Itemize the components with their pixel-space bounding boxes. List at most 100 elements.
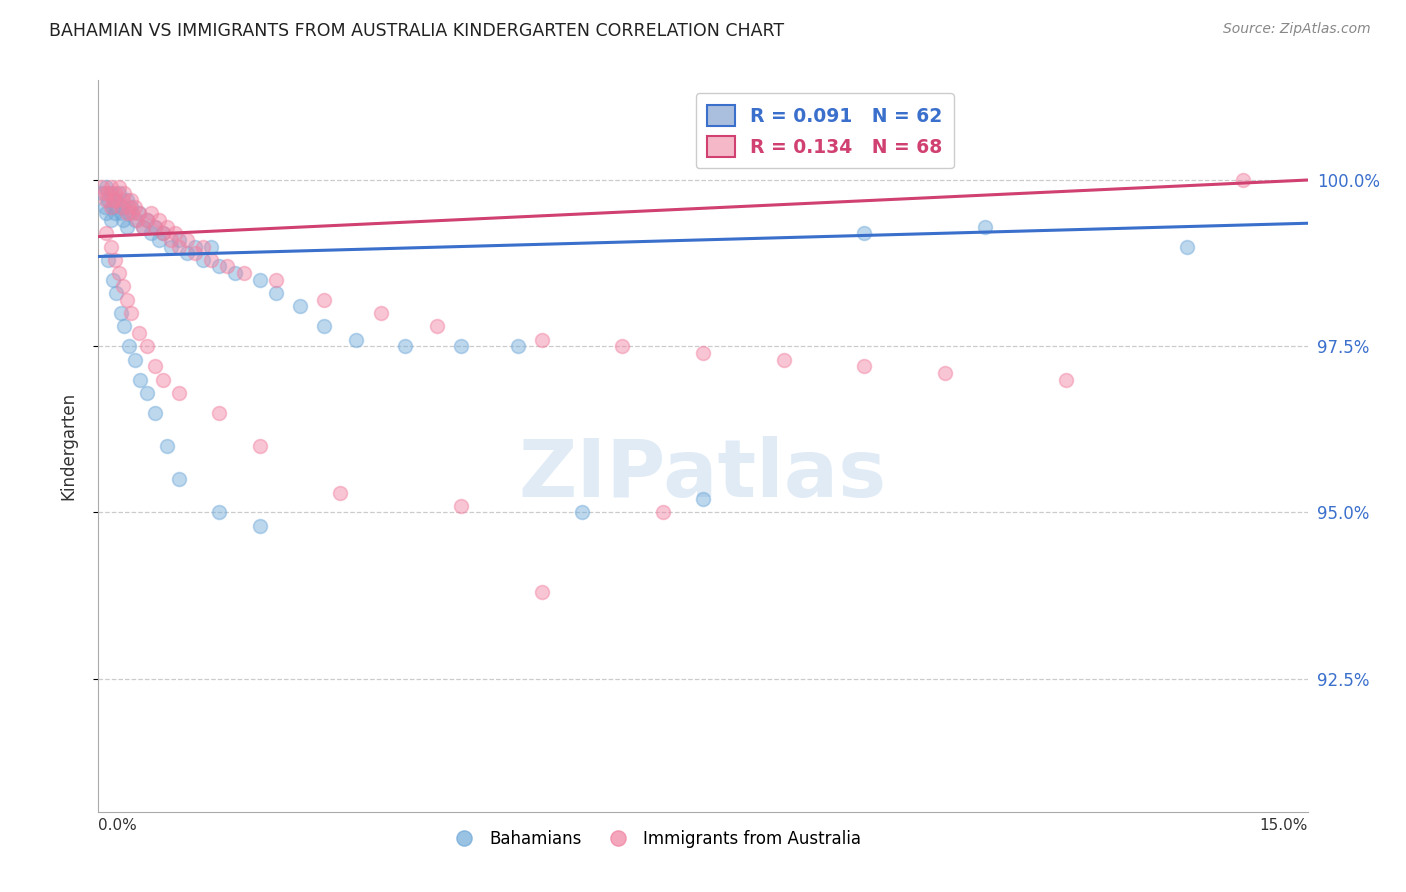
Point: [167, 239, 190, 253]
Point: [651, 506, 673, 520]
Point: [135, 213, 157, 227]
Point: [112, 319, 135, 334]
Point: [120, 306, 142, 320]
Point: [167, 385, 190, 400]
Point: [934, 366, 956, 380]
Point: [107, 179, 129, 194]
Point: [314, 293, 336, 307]
Point: [208, 506, 231, 520]
Point: [103, 206, 125, 220]
Point: [105, 200, 128, 214]
Text: 0.0%: 0.0%: [98, 818, 138, 833]
Point: [224, 266, 246, 280]
Point: [217, 260, 239, 274]
Point: [111, 213, 134, 227]
Point: [160, 233, 183, 247]
Text: Source: ZipAtlas.com: Source: ZipAtlas.com: [1223, 22, 1371, 37]
Point: [139, 226, 162, 240]
Point: [100, 186, 122, 201]
Point: [94, 200, 117, 214]
Point: [1054, 372, 1077, 386]
Point: [112, 186, 135, 201]
Point: [115, 193, 138, 207]
Point: [118, 200, 141, 214]
Point: [135, 339, 157, 353]
Point: [249, 518, 271, 533]
Point: [314, 319, 336, 334]
Point: [571, 506, 593, 520]
Point: [118, 339, 141, 353]
Point: [148, 233, 170, 247]
Point: [264, 273, 287, 287]
Point: [329, 485, 352, 500]
Point: [974, 219, 997, 234]
Point: [96, 179, 118, 194]
Point: [124, 213, 146, 227]
Point: [176, 233, 198, 247]
Point: [110, 200, 132, 214]
Point: [105, 193, 128, 207]
Point: [853, 359, 876, 374]
Point: [100, 200, 122, 214]
Point: [127, 213, 149, 227]
Point: [370, 306, 392, 320]
Point: [101, 193, 124, 207]
Point: [115, 206, 138, 220]
Point: [288, 299, 311, 313]
Point: [167, 233, 190, 247]
Point: [193, 252, 215, 267]
Point: [506, 339, 529, 353]
Point: [200, 252, 222, 267]
Point: [91, 186, 114, 201]
Point: [100, 179, 122, 194]
Point: [530, 585, 553, 599]
Point: [132, 219, 155, 234]
Point: [184, 246, 207, 260]
Point: [97, 193, 120, 207]
Point: [426, 319, 449, 334]
Point: [152, 226, 174, 240]
Point: [132, 219, 155, 234]
Point: [208, 260, 231, 274]
Point: [143, 406, 166, 420]
Point: [121, 206, 143, 220]
Point: [97, 252, 120, 267]
Point: [135, 385, 157, 400]
Point: [394, 339, 416, 353]
Point: [167, 472, 190, 486]
Point: [184, 239, 207, 253]
Point: [232, 266, 254, 280]
Point: [1175, 239, 1198, 253]
Point: [1232, 173, 1254, 187]
Point: [124, 352, 146, 367]
Point: [103, 186, 125, 201]
Point: [128, 326, 150, 340]
Point: [249, 273, 271, 287]
Text: BAHAMIAN VS IMMIGRANTS FROM AUSTRALIA KINDERGARTEN CORRELATION CHART: BAHAMIAN VS IMMIGRANTS FROM AUSTRALIA KI…: [49, 22, 785, 40]
Point: [94, 186, 117, 201]
Point: [163, 226, 186, 240]
Point: [156, 439, 179, 453]
Point: [264, 286, 287, 301]
Point: [110, 206, 132, 220]
Point: [612, 339, 634, 353]
Point: [139, 206, 162, 220]
Point: [692, 492, 714, 507]
Point: [97, 186, 120, 201]
Point: [120, 193, 142, 207]
Point: [143, 359, 166, 374]
Point: [111, 200, 134, 214]
Point: [152, 226, 174, 240]
Legend: Bahamians, Immigrants from Australia: Bahamians, Immigrants from Australia: [441, 823, 868, 855]
Point: [107, 186, 129, 201]
Point: [128, 206, 150, 220]
Point: [100, 213, 122, 227]
Y-axis label: Kindergarten: Kindergarten: [59, 392, 77, 500]
Point: [772, 352, 794, 367]
Point: [105, 286, 128, 301]
Point: [148, 213, 170, 227]
Point: [450, 339, 472, 353]
Text: 15.0%: 15.0%: [1260, 818, 1308, 833]
Point: [450, 499, 472, 513]
Point: [200, 239, 222, 253]
